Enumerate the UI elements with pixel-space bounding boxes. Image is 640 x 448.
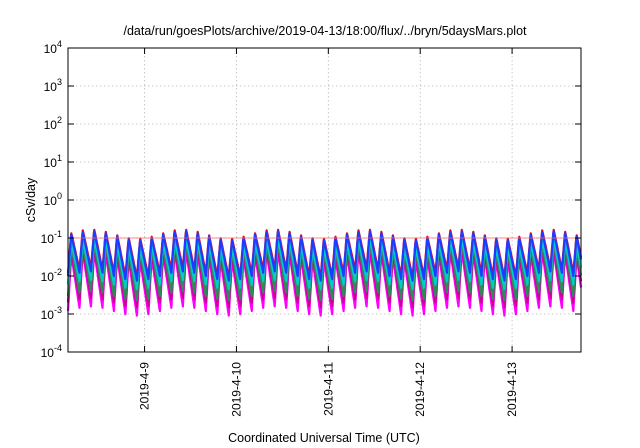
x-axis-label: Coordinated Universal Time (UTC) [228,431,420,445]
y-tick-label: 10-1 [41,229,62,246]
y-tick-exponent: 4 [57,39,62,49]
y-tick-base: 10 [44,42,58,56]
y-tick-base: 10 [44,118,58,132]
y-tick-base: 10 [41,270,55,284]
y-tick-label: 10-2 [41,267,62,284]
y-tick-label: 102 [44,115,62,132]
y-tick-exponent: -4 [54,343,62,353]
x-tick-label: 2019-4-12 [413,362,427,417]
x-tick-label: 2019-4-9 [138,362,152,410]
y-axis-label: cSv/day [24,177,38,222]
y-tick-exponent: -2 [54,267,62,277]
y-tick-base: 10 [41,308,55,322]
y-tick-base: 10 [41,346,55,360]
x-tick-label: 2019-4-10 [229,362,243,417]
y-tick-base: 10 [44,156,58,170]
chart-title: /data/run/goesPlots/archive/2019-04-13/1… [123,24,527,38]
x-tick-label: 2019-4-11 [321,362,335,416]
y-tick-label: 10-3 [41,305,62,322]
y-tick-exponent: -1 [54,229,62,239]
y-tick-label: 100 [44,191,62,208]
series-line [66,230,583,282]
y-tick-base: 10 [41,232,55,246]
y-tick-label: 103 [44,77,62,94]
x-axis-ticks: 2019-4-9 2019-4-10 2019-4-11 2019-4-12 2019-… [138,48,519,417]
y-tick-base: 10 [44,194,58,208]
x-tick-label: 2019-4-13 [505,362,519,417]
y-tick-label: 10-4 [41,343,62,360]
y-tick-label: 101 [44,153,62,170]
y-tick-exponent: 0 [57,191,62,201]
y-tick-exponent: -3 [54,305,62,315]
y-tick-label: 104 [44,39,62,56]
y-tick-exponent: 3 [57,77,62,87]
y-tick-exponent: 2 [57,115,62,125]
y-tick-exponent: 1 [57,153,62,163]
series-group [66,228,583,317]
y-tick-base: 10 [44,80,58,94]
